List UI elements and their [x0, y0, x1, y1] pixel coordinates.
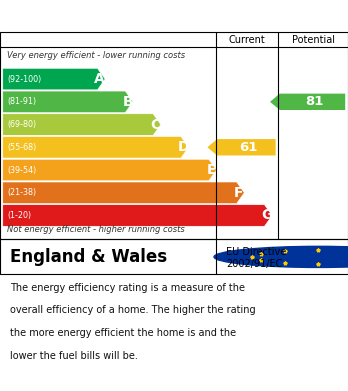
- Text: (92-100): (92-100): [8, 75, 42, 84]
- Text: 81: 81: [306, 95, 324, 108]
- Text: overall efficiency of a home. The higher the rating: overall efficiency of a home. The higher…: [10, 305, 256, 316]
- Circle shape: [214, 246, 348, 267]
- Text: 61: 61: [239, 141, 258, 154]
- Text: Not energy efficient - higher running costs: Not energy efficient - higher running co…: [7, 225, 185, 234]
- Text: E: E: [206, 163, 216, 177]
- Text: Very energy efficient - lower running costs: Very energy efficient - lower running co…: [7, 51, 185, 60]
- Polygon shape: [3, 68, 105, 90]
- Text: 2002/91/EC: 2002/91/EC: [226, 259, 283, 269]
- Text: F: F: [234, 186, 244, 200]
- Text: The energy efficiency rating is a measure of the: The energy efficiency rating is a measur…: [10, 283, 245, 292]
- Text: (69-80): (69-80): [8, 120, 37, 129]
- Text: B: B: [122, 95, 133, 109]
- Text: EU Directive: EU Directive: [226, 247, 286, 256]
- Text: (39-54): (39-54): [8, 165, 37, 174]
- Text: (21-38): (21-38): [8, 188, 37, 197]
- Text: (55-68): (55-68): [8, 143, 37, 152]
- Polygon shape: [3, 91, 133, 113]
- Text: D: D: [177, 140, 189, 154]
- Text: A: A: [94, 72, 105, 86]
- Polygon shape: [270, 93, 345, 110]
- Text: England & Wales: England & Wales: [10, 248, 168, 266]
- Polygon shape: [3, 182, 244, 203]
- Text: G: G: [261, 208, 272, 222]
- Polygon shape: [3, 159, 216, 181]
- Text: (81-91): (81-91): [8, 97, 37, 106]
- Text: Potential: Potential: [292, 34, 335, 45]
- Polygon shape: [3, 114, 161, 135]
- Polygon shape: [3, 205, 272, 226]
- Text: Energy Efficiency Rating: Energy Efficiency Rating: [10, 9, 232, 23]
- Text: (1-20): (1-20): [8, 211, 32, 220]
- Text: the more energy efficient the home is and the: the more energy efficient the home is an…: [10, 328, 237, 338]
- Polygon shape: [3, 136, 189, 158]
- Text: Current: Current: [229, 34, 266, 45]
- Polygon shape: [207, 139, 276, 156]
- Text: C: C: [150, 118, 160, 131]
- Text: lower the fuel bills will be.: lower the fuel bills will be.: [10, 351, 138, 361]
